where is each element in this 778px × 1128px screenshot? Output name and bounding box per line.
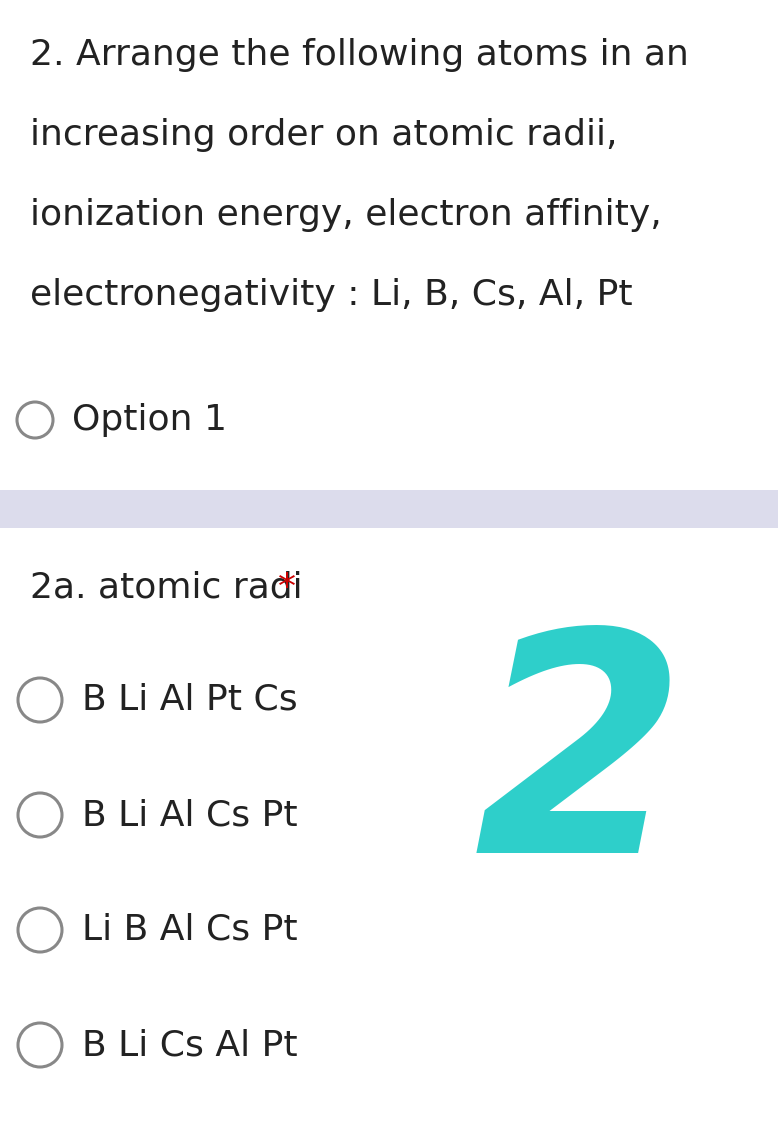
Text: increasing order on atomic radii,: increasing order on atomic radii,: [30, 118, 618, 152]
FancyBboxPatch shape: [0, 490, 778, 528]
Text: *: *: [278, 571, 296, 605]
Text: Li B Al Cs Pt: Li B Al Cs Pt: [82, 913, 298, 948]
Text: 2a. atomic radi: 2a. atomic radi: [30, 571, 314, 605]
Text: B Li Al Pt Cs: B Li Al Pt Cs: [82, 682, 298, 717]
Text: 2. Arrange the following atoms in an: 2. Arrange the following atoms in an: [30, 38, 689, 72]
Text: B Li Cs Al Pt: B Li Cs Al Pt: [82, 1028, 298, 1061]
Text: 2: 2: [474, 620, 686, 917]
Text: Option 1: Option 1: [72, 403, 227, 437]
Text: electronegativity : Li, B, Cs, Al, Pt: electronegativity : Li, B, Cs, Al, Pt: [30, 277, 633, 312]
Text: B Li Al Cs Pt: B Li Al Cs Pt: [82, 797, 298, 832]
Text: ionization energy, electron affinity,: ionization energy, electron affinity,: [30, 199, 662, 232]
